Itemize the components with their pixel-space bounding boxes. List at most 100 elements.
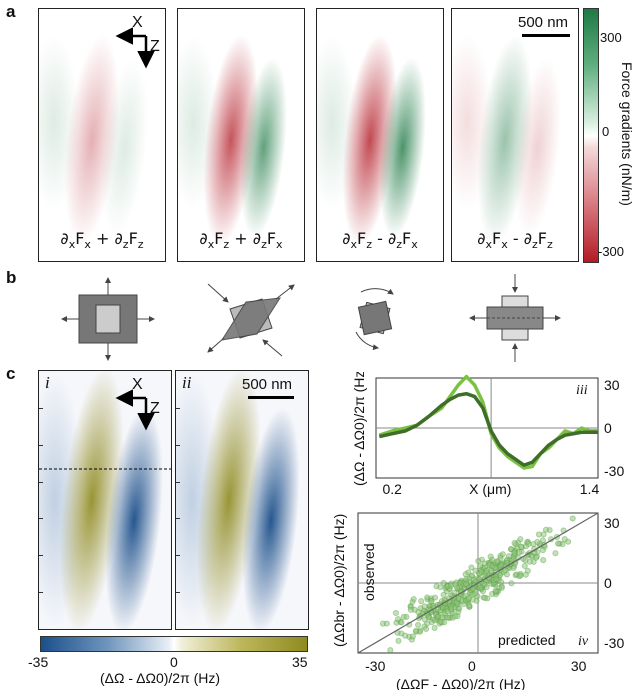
- frequency-map-i: i: [38, 370, 172, 630]
- scalebar-label-c: 500 nm: [242, 376, 293, 393]
- scatter-point: [437, 584, 444, 591]
- axis-tick: [39, 592, 43, 594]
- partial-symbol: ∂: [199, 228, 208, 248]
- subscript: z: [546, 238, 553, 251]
- scalebar-label-a: 500 nm: [518, 14, 569, 31]
- axis-tick: [176, 481, 180, 483]
- force-symbol: F: [537, 228, 547, 248]
- operator: -: [372, 228, 388, 248]
- axis-tick: [39, 444, 43, 446]
- plot-iv-predicted-label: predicted: [498, 632, 556, 648]
- scatter-point: [410, 595, 417, 603]
- force-gradient-map-1: ∂xFx + ∂zFz: [38, 8, 166, 262]
- scatter-point: [469, 591, 476, 598]
- force-symbol: F: [214, 228, 224, 248]
- scatter-point: [552, 550, 559, 557]
- deformation-schematics: [61, 274, 561, 362]
- scatter-point: [422, 625, 430, 632]
- scatter-point: [561, 536, 568, 543]
- scatter-point: [468, 564, 475, 571]
- scatter-point: [499, 551, 506, 558]
- subscript: z: [261, 238, 267, 251]
- scatter-point: [494, 558, 501, 565]
- map-label-ii: ii: [182, 373, 192, 392]
- plot-iii-x-tick: 0.2: [382, 481, 402, 497]
- scatter-point: [444, 614, 451, 621]
- plot-iv-points: [379, 515, 576, 654]
- plot-iii-series-2: [378, 391, 598, 467]
- partial-symbol: ∂: [387, 228, 397, 248]
- scatter-point: [517, 543, 525, 550]
- subscript: z: [366, 238, 373, 251]
- scatter-point: [554, 540, 562, 547]
- partial-symbol: ∂: [114, 228, 123, 248]
- scatter-point: [412, 627, 420, 635]
- scatter-point: [418, 598, 425, 605]
- scatter-point: [517, 572, 524, 579]
- force-symbol: F: [402, 228, 412, 248]
- colorbar-c-tick-0: 0: [170, 654, 178, 670]
- scatter-point: [492, 587, 499, 594]
- axis-tick: [39, 407, 43, 409]
- colorbar-a-tick-300: 300: [600, 30, 622, 45]
- force-symbol: F: [75, 228, 85, 248]
- axis-z-label-a: Z: [150, 38, 160, 55]
- map-label-i: i: [45, 373, 50, 392]
- force-symbol: F: [128, 228, 138, 248]
- force-gradient-map-2: ∂xFz + ∂zFx: [177, 8, 305, 262]
- plot-iv-observed-label: observed: [361, 543, 377, 601]
- plot-iii-y-tick: 0: [604, 420, 612, 436]
- scatter-point: [453, 599, 460, 606]
- scatter-point: [462, 571, 469, 578]
- plot-iv-label: iv: [578, 634, 589, 649]
- subscript: x: [411, 238, 418, 251]
- scatter-point: [522, 571, 529, 578]
- subscript: x: [207, 238, 215, 251]
- colorbar-a-tick-0: 0: [602, 124, 610, 139]
- axis-tick: [176, 407, 180, 409]
- plot-iii-y-tick: 30: [604, 377, 620, 393]
- panel-label-b: b: [6, 268, 17, 287]
- scatter-plot-iv: -30 0 30 30 0 -30 (ΔΩF - ΔΩ0)/2π (Hz) (ΔΩbr - Δ…: [331, 512, 624, 690]
- scalebar-a: [522, 34, 570, 37]
- scatter-point: [489, 563, 496, 570]
- scatter-point: [498, 584, 505, 591]
- plot-iv-fit-line: [357, 512, 599, 654]
- force-symbol: F: [357, 228, 367, 248]
- partial-symbol: ∂: [60, 228, 69, 248]
- subscript: x: [276, 238, 283, 251]
- panel-label-a: a: [6, 2, 16, 21]
- scatter-point: [483, 567, 490, 575]
- scatter-point: [522, 557, 529, 564]
- operator: +: [229, 228, 253, 248]
- scatter-point: [441, 619, 448, 626]
- scatter-point: [535, 531, 543, 538]
- plot-iv-x-tick: -30: [365, 658, 385, 674]
- axes-indicator-a: [110, 14, 160, 74]
- scatter-point: [475, 557, 482, 565]
- axis-tick: [39, 518, 43, 520]
- force-symbol: F: [492, 228, 502, 248]
- scatter-point: [489, 556, 496, 563]
- scatter-point: [474, 593, 481, 600]
- plot-iii-label: iii: [576, 383, 588, 398]
- scatter-point: [407, 606, 414, 613]
- map-equation-label: ∂xFx + ∂zFz: [39, 229, 165, 251]
- scatter-point: [525, 540, 532, 548]
- scatter-point: [383, 620, 390, 627]
- scalebar-c: [248, 396, 294, 399]
- scatter-point: [394, 616, 402, 623]
- panel-label-c: c: [6, 364, 16, 383]
- map-equation-label: ∂xFz - ∂zFx: [317, 229, 443, 251]
- colorbar-c-label: (ΔΩ - ΔΩ0)/2π (Hz): [100, 670, 221, 686]
- axis-tick: [39, 481, 43, 483]
- axis-tick: [176, 444, 180, 446]
- scatter-point: [465, 595, 473, 602]
- plot-iv-ylabel: (ΔΩbr - ΔΩ0)/2π (Hz): [331, 514, 347, 647]
- plot-iv-y-tick: -30: [604, 635, 624, 651]
- operator: -: [507, 228, 524, 248]
- plot-iv-x-tick: 0: [468, 658, 476, 674]
- frequency-map-ii: ii: [175, 370, 309, 630]
- plot-iii-ylabel: (ΔΩ - ΔΩ0)/2π (Hz): [351, 372, 367, 486]
- plot-iv-xlabel: (ΔΩF - ΔΩ0)/2π (Hz): [396, 676, 525, 690]
